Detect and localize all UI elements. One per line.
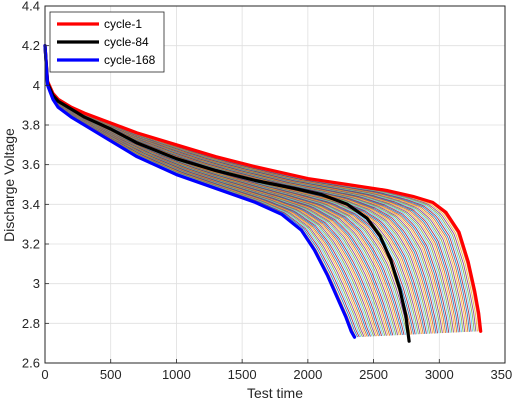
y-tick-label: 4.2 [22, 38, 40, 53]
legend-label: cycle-84 [104, 35, 149, 49]
y-axis-label: Discharge Voltage [1, 128, 17, 242]
highlighted-cycle-lines [43, 44, 483, 343]
x-tick-label: 2000 [293, 367, 322, 382]
series-cycle-1 [43, 44, 483, 333]
plot-frame [44, 5, 506, 364]
x-tick-label: 1000 [162, 367, 191, 382]
x-tick-label: 500 [100, 367, 122, 382]
ticks: 0 500 1000 1500 2000 2500 3000 3500 2.6 2.8 3 3.2 3.… [22, 0, 512, 382]
x-tick-label: 1500 [228, 367, 257, 382]
y-tick-label: 4 [33, 78, 40, 93]
background-cycle-lines [44, 45, 482, 338]
x-tick-label: 3000 [425, 367, 454, 382]
series-cycle-84 [43, 44, 411, 343]
series-cycle-168 [43, 44, 357, 339]
y-tick-label: 3 [33, 276, 40, 291]
y-tick-label: 3.8 [22, 118, 40, 133]
x-tick-label: 3500 [491, 367, 512, 382]
y-tick-label: 2.8 [22, 316, 40, 331]
legend: cycle-1 cycle-84 cycle-168 [49, 11, 165, 73]
y-tick-label: 2.6 [22, 356, 40, 371]
x-axis-label: Test time [247, 385, 303, 401]
y-tick-label: 3.4 [22, 197, 40, 212]
legend-label: cycle-1 [104, 17, 142, 31]
y-tick-label: 4.4 [22, 0, 40, 14]
y-tick-label: 3.2 [22, 237, 40, 252]
legend-label: cycle-168 [104, 53, 156, 67]
x-tick-label: 0 [41, 367, 48, 382]
x-tick-label: 2500 [359, 367, 388, 382]
y-tick-label: 3.6 [22, 157, 40, 172]
